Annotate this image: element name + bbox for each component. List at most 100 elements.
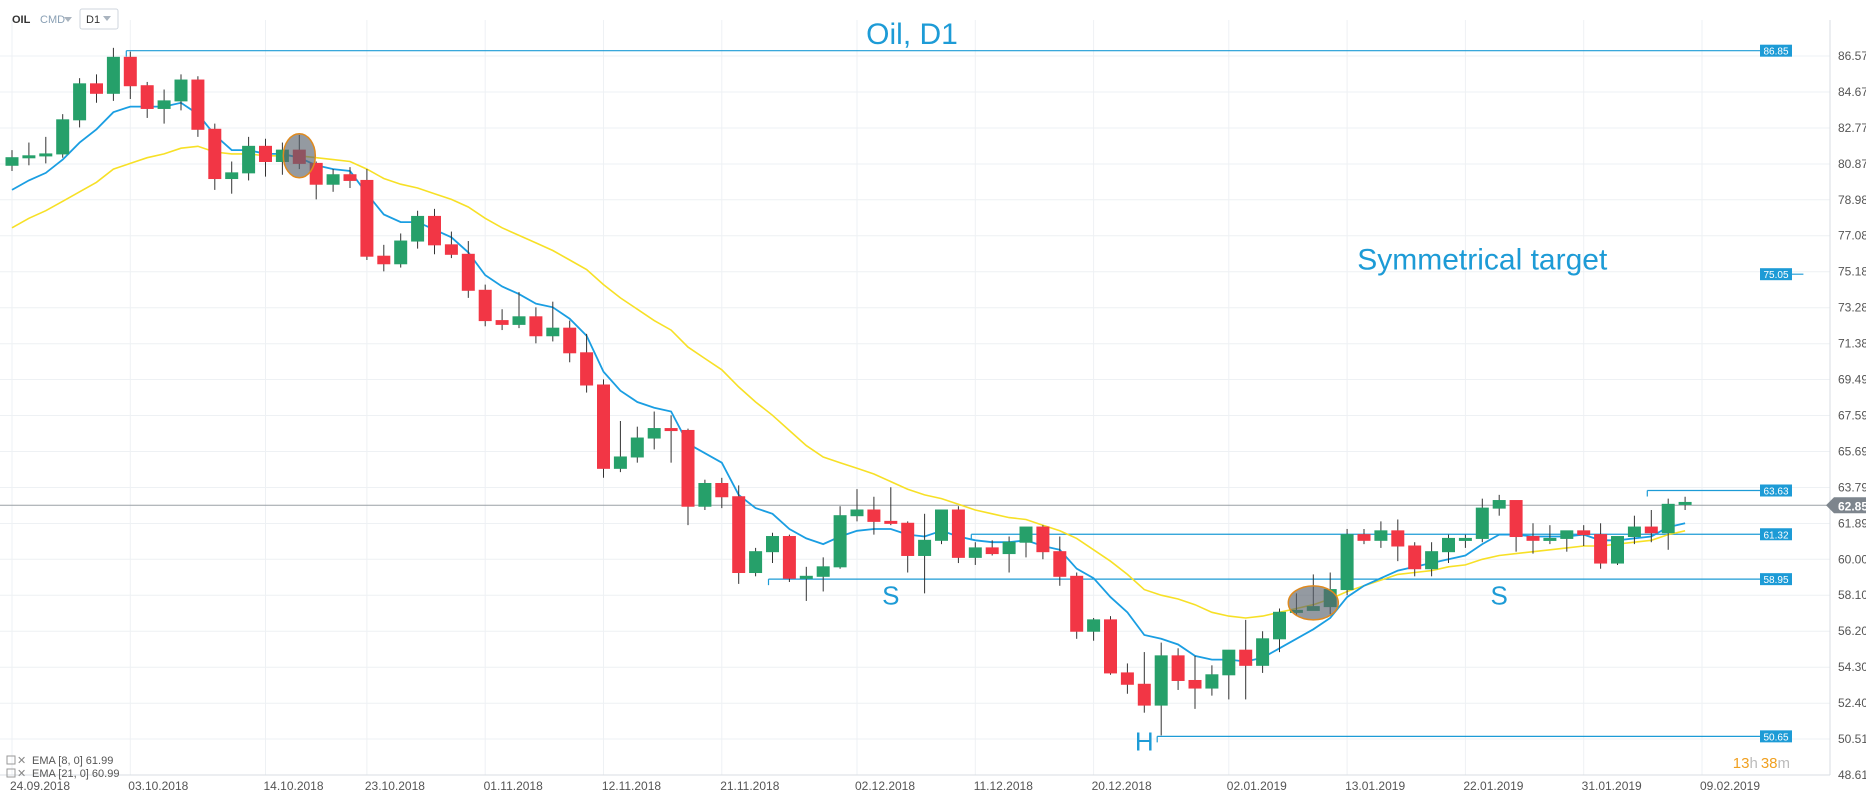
candle-bear [1120, 672, 1134, 685]
symbol-header: OIL CMD D1 [12, 8, 119, 30]
annotation-label: S [1491, 581, 1508, 611]
candle-bull [816, 566, 830, 577]
candle-bear [495, 320, 509, 325]
candle-bull [850, 509, 864, 517]
candle-bear [901, 522, 915, 556]
level-badge-label: 50.65 [1763, 732, 1788, 743]
y-tick-label: 69.49 [1838, 373, 1866, 387]
candle-bull [1442, 537, 1455, 553]
instrument-type: CMD [40, 14, 65, 26]
candle-bull [613, 456, 627, 469]
candle-bull [5, 157, 19, 166]
ema-slow-legend[interactable]: ✕ EMA [21, 0] 60.99 [6, 768, 119, 780]
candle-bull [512, 316, 526, 325]
x-tick-label: 12.11.2018 [602, 779, 661, 793]
y-tick-label: 65.69 [1838, 444, 1866, 458]
y-tick-label: 75.18 [1838, 265, 1866, 279]
candle-bull [225, 172, 239, 180]
highlight-ellipse [1287, 585, 1340, 621]
candle-bear [664, 428, 678, 432]
candle-bear [461, 253, 475, 291]
y-tick-label: 52.40 [1838, 696, 1866, 710]
candle-bull [1019, 526, 1033, 543]
x-tick-label: 03.10.2018 [128, 779, 188, 793]
candle-bear [1137, 683, 1151, 706]
candle-bear [140, 85, 154, 109]
level-badge [1760, 573, 1792, 586]
candle-bull [1458, 537, 1472, 541]
annotation-label: S [882, 581, 899, 611]
candle-bear [191, 79, 205, 130]
y-tick-label: 58.10 [1838, 588, 1866, 602]
price-levels: 86.85 75.05 63.63 61.32 58.95 50.65 [0, 44, 1830, 743]
candle-bull [1205, 674, 1219, 689]
candle-bull [1273, 611, 1286, 640]
highlight-ellipse [282, 133, 317, 179]
candle-bull [749, 551, 763, 574]
ema-slow-label: EMA [21, 0] 60.99 [32, 768, 119, 780]
ema-lines [11, 101, 1686, 663]
ema-slow-line [11, 145, 1686, 619]
candle-bear [1357, 534, 1371, 541]
axes: 86.57 84.67 82.77 80.87 78.98 77.08 75.18 73.28… [0, 20, 1866, 793]
candle-bear [1104, 619, 1117, 674]
candle-bear [377, 255, 391, 265]
x-tick-label: 31.01.2019 [1582, 779, 1642, 793]
candle-bear [309, 162, 323, 185]
y-tick-label: 61.89 [1838, 516, 1866, 530]
candle-bull [1678, 501, 1692, 505]
candle-bull [647, 428, 661, 439]
y-tick-label: 50.51 [1838, 732, 1866, 746]
x-tick-label: 11.12.2018 [974, 779, 1033, 793]
candle-bear [1171, 655, 1185, 681]
candle-bear [1239, 649, 1253, 666]
symbol-label: OIL [12, 14, 31, 26]
interval-value: D1 [86, 14, 100, 26]
y-tick-label: 60.00 [1838, 552, 1866, 566]
candle-bull [1611, 536, 1624, 564]
x-tick-label: 01.11.2018 [484, 779, 543, 793]
x-tick-label: 09.02.2019 [1700, 779, 1760, 793]
candle-bear [1391, 530, 1405, 547]
y-tick-label: 77.08 [1838, 229, 1866, 243]
candle-bear [1577, 530, 1591, 536]
x-tick-label: 22.01.2019 [1463, 779, 1523, 793]
level-badge-label: 86.85 [1763, 47, 1788, 58]
y-tick-label: 73.28 [1838, 301, 1866, 315]
candle-bear [478, 289, 492, 322]
candle-bear [1594, 534, 1608, 564]
countdown-minutes: 38 [1761, 755, 1778, 772]
x-tick-label: 14.10.2018 [263, 779, 323, 793]
interval-select[interactable]: D1 [79, 8, 119, 30]
y-tick-label: 78.98 [1838, 193, 1866, 207]
candle-bear [1644, 526, 1658, 534]
level-badge [1760, 484, 1792, 497]
ema-fast-label: EMA [8, 0] 61.99 [32, 755, 113, 767]
candle-bull [1154, 655, 1168, 706]
candle-bull [1661, 503, 1675, 534]
level-badge-label: 63.63 [1763, 487, 1788, 498]
candle-bear [208, 128, 222, 180]
list-icon [6, 768, 16, 778]
ema-fast-line [11, 101, 1686, 663]
candle-bull [1256, 638, 1270, 666]
candle-bear [782, 536, 796, 579]
y-tick-label: 63.79 [1838, 480, 1866, 494]
candle-bear [597, 384, 610, 469]
candle-bear [1526, 536, 1540, 541]
y-tick-label: 82.77 [1838, 121, 1866, 135]
candle-bear [715, 482, 729, 498]
x-tick-label: 02.12.2018 [855, 779, 915, 793]
countdown-hours: 13 [1733, 755, 1750, 772]
candle-bull [1492, 500, 1506, 509]
level-badge [1760, 528, 1792, 541]
y-tick-label: 56.20 [1838, 624, 1866, 638]
type-dropdown-icon[interactable] [64, 17, 72, 22]
list-icon [6, 755, 16, 765]
settings-icon: ✕ [17, 755, 26, 767]
candle-bear [123, 56, 137, 87]
candle-bull [1560, 530, 1574, 539]
ema-fast-legend[interactable]: ✕ EMA [8, 0] 61.99 [6, 755, 113, 767]
candle-bear [360, 179, 374, 257]
